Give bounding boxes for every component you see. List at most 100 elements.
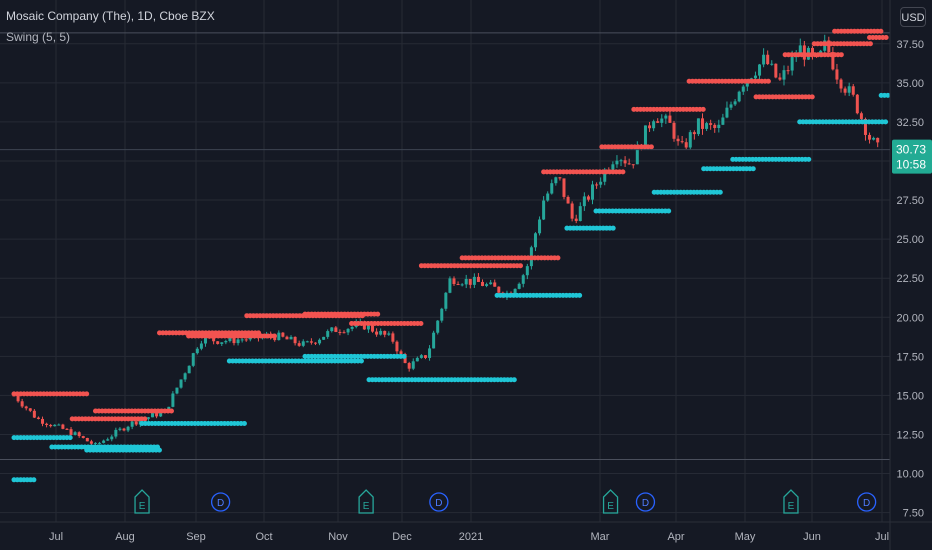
candle-up — [758, 64, 762, 76]
time-tick-label: Jul — [875, 531, 889, 543]
candle-up — [448, 278, 452, 293]
earnings-icon — [783, 489, 799, 514]
candle-down — [61, 424, 65, 429]
candle-down — [383, 330, 387, 335]
candle-up — [305, 341, 309, 343]
candle-down — [134, 421, 138, 425]
candle-up — [436, 320, 440, 333]
candle-up — [366, 325, 370, 330]
price-tick-label: 17.50 — [896, 351, 924, 363]
candle-down — [423, 355, 427, 358]
price-tick-label: 32.50 — [896, 117, 924, 129]
candle-up — [240, 339, 244, 341]
time-tick-label: Aug — [115, 531, 135, 543]
candle-down — [297, 343, 301, 346]
candle-down — [155, 413, 159, 417]
candle-down — [285, 336, 289, 340]
candle-down — [45, 423, 49, 425]
candle-up — [432, 332, 436, 349]
swing-high-line-group — [11, 28, 891, 422]
candle-down — [399, 351, 403, 355]
candle-up — [73, 432, 77, 435]
candle-down — [835, 69, 839, 80]
price-tick-label: 35.00 — [896, 78, 924, 90]
candle-up — [542, 200, 546, 220]
time-tick-label: Dec — [392, 531, 412, 543]
candle-down — [273, 336, 277, 341]
swing-low-line-group — [11, 92, 891, 483]
candle-up — [350, 326, 354, 329]
candle-down — [623, 160, 627, 164]
dividend-icon — [635, 492, 656, 512]
candle-up — [546, 193, 550, 201]
candle-down — [476, 276, 480, 282]
candle-down — [77, 432, 81, 437]
candle-up — [550, 183, 554, 194]
candle-down — [859, 113, 863, 119]
earnings-icon — [134, 489, 150, 514]
candle-down — [456, 284, 460, 286]
candle-up — [472, 276, 476, 285]
candle-up — [118, 428, 122, 430]
symbol-title[interactable]: Mosaic Company (The), 1D, Cboe BZX — [6, 9, 215, 23]
candle-up — [664, 115, 668, 119]
candle-down — [481, 281, 485, 286]
indicator-legend[interactable]: Swing (5, 5) — [6, 30, 71, 44]
time-tick-label: Nov — [328, 531, 348, 543]
candle-down — [16, 395, 20, 402]
candle-down — [391, 333, 395, 342]
candle-up — [102, 440, 106, 443]
candle-down — [371, 325, 375, 332]
candle-down — [774, 63, 778, 78]
candle-up — [183, 373, 187, 380]
candle-up — [415, 357, 419, 362]
candle-up — [696, 118, 700, 135]
candle-down — [680, 141, 684, 143]
candle-up — [179, 379, 183, 388]
candle-up — [790, 56, 794, 71]
candle-down — [338, 331, 342, 333]
candle-up — [440, 308, 444, 321]
candle-up — [146, 417, 150, 419]
candle-up — [603, 169, 607, 182]
candle-up — [199, 343, 203, 349]
candle-up — [582, 196, 586, 207]
candle-up — [615, 160, 619, 165]
candle-up — [126, 426, 130, 431]
candle-down — [839, 79, 843, 89]
candle-up — [464, 278, 468, 285]
candle-down — [786, 70, 790, 72]
candle-up — [762, 54, 766, 65]
last-price-label: 30.73 — [896, 143, 926, 157]
candle-down — [701, 118, 705, 129]
candle-down — [81, 436, 85, 438]
candle-down — [851, 86, 855, 95]
dividend-icon — [210, 492, 231, 512]
candle-up — [322, 336, 326, 340]
candle-up — [660, 118, 664, 123]
candle-down — [452, 278, 456, 285]
currency-button[interactable]: USD — [900, 7, 926, 27]
candle-down — [313, 342, 317, 344]
earnings-icon — [358, 489, 374, 514]
price-tick-label: 10.00 — [896, 469, 924, 481]
last-price-badge — [892, 139, 932, 174]
price-tick-label: 7.50 — [903, 508, 924, 520]
candle-up — [419, 355, 423, 358]
dividend-icon — [429, 492, 449, 512]
time-tick-label: Apr — [667, 531, 684, 543]
candle-down — [342, 332, 346, 334]
dividend-label: D — [435, 498, 442, 509]
candle-down — [468, 278, 472, 285]
candle-up — [110, 436, 114, 440]
candle-down — [65, 428, 69, 430]
candle-up — [195, 348, 199, 354]
candle-down — [648, 125, 652, 129]
countdown-label: 10:58 — [896, 158, 926, 172]
candle-up — [798, 45, 802, 57]
price-tick-label: 20.00 — [896, 312, 924, 324]
candle-down — [672, 122, 676, 139]
